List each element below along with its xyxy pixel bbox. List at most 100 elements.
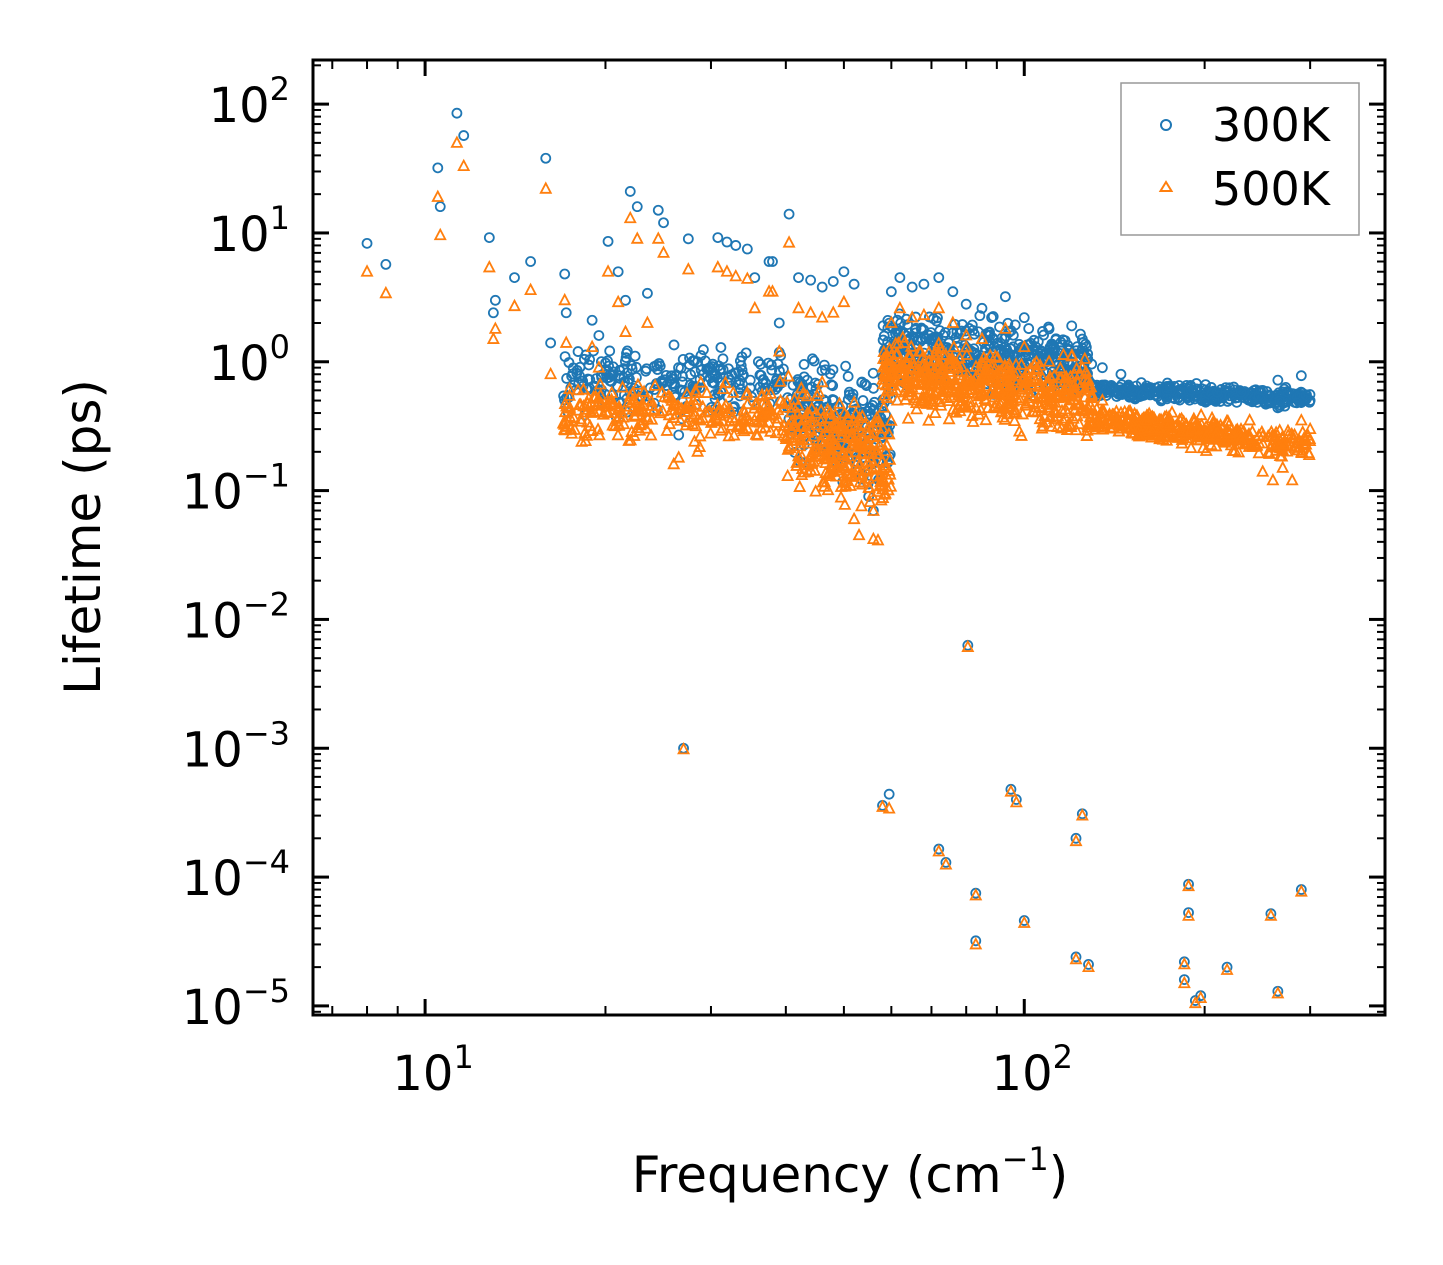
point-300k <box>614 370 626 382</box>
point-500k <box>805 456 819 469</box>
point-500k <box>779 431 793 444</box>
point-500k <box>1184 421 1198 435</box>
point-300k <box>604 345 616 357</box>
point-500k <box>871 533 885 546</box>
point-300k <box>895 317 907 329</box>
point-500k <box>694 375 708 388</box>
point-500k <box>1221 414 1235 427</box>
point-500k <box>765 284 779 297</box>
point-500k <box>972 407 986 420</box>
point-500k <box>686 416 700 430</box>
point-500k <box>486 331 500 344</box>
point-500k <box>1046 379 1060 393</box>
point-300k <box>1228 381 1240 393</box>
point-500k <box>1255 424 1269 438</box>
point-500k <box>1072 398 1086 411</box>
point-300k <box>755 358 767 370</box>
point-300k <box>721 236 733 248</box>
point-300k <box>560 307 572 319</box>
point-500k <box>1218 433 1232 447</box>
point-500k <box>1220 962 1234 975</box>
point-300k <box>1038 329 1049 341</box>
point-500k <box>1007 413 1021 427</box>
point-500k <box>741 396 755 410</box>
point-500k <box>524 282 538 296</box>
point-300k <box>487 307 499 319</box>
point-300k <box>706 369 718 381</box>
point-500k <box>946 402 960 415</box>
point-500k <box>840 437 854 450</box>
point-500k <box>1242 427 1256 440</box>
point-500k <box>433 227 447 241</box>
point-500k <box>658 389 672 403</box>
point-500k <box>823 468 837 482</box>
point-500k <box>852 527 866 541</box>
point-300k <box>483 232 495 244</box>
point-500k <box>1018 398 1032 411</box>
point-300k <box>908 332 920 344</box>
point-500k <box>890 393 904 406</box>
point-300k <box>1183 907 1194 919</box>
point-500k <box>855 431 869 445</box>
point-500k <box>751 428 765 441</box>
point-500k <box>684 400 698 413</box>
point-500k <box>1194 407 1208 421</box>
point-500k <box>1033 411 1047 425</box>
point-500k <box>567 410 581 423</box>
point-300k <box>451 107 463 119</box>
point-300k <box>621 347 632 359</box>
point-500k <box>1264 908 1278 921</box>
point-500k <box>801 464 815 478</box>
point-500k <box>1002 393 1016 407</box>
point-500k <box>379 285 393 299</box>
point-500k <box>1232 445 1246 458</box>
point-500k <box>866 503 880 516</box>
point-500k <box>883 452 897 465</box>
point-500k <box>755 389 769 402</box>
point-500k <box>956 389 970 402</box>
point-300k <box>976 302 988 314</box>
point-500k <box>959 339 973 353</box>
point-300k <box>1164 380 1176 392</box>
point-500k <box>804 305 818 318</box>
point-300k <box>916 322 927 334</box>
point-500k <box>693 429 707 442</box>
legend: 300K 500K <box>1120 82 1360 236</box>
point-500k <box>958 398 972 411</box>
point-500k <box>939 857 953 870</box>
point-500k <box>821 482 835 496</box>
point-500k <box>583 404 597 418</box>
point-300k <box>432 162 444 174</box>
point-500k <box>807 444 821 458</box>
point-500k <box>784 421 798 434</box>
point-300k <box>919 332 931 343</box>
point-500k <box>691 444 705 457</box>
point-300k <box>1111 391 1123 402</box>
point-500k <box>829 449 843 463</box>
point-500k <box>1051 408 1065 422</box>
point-500k <box>917 357 931 371</box>
point-500k <box>644 394 658 407</box>
point-500k <box>1182 908 1196 921</box>
point-500k <box>849 406 863 420</box>
point-500k <box>1294 413 1308 426</box>
point-500k <box>809 406 823 419</box>
point-500k <box>960 347 974 360</box>
point-300k <box>1047 346 1059 358</box>
point-500k <box>797 413 811 426</box>
point-500k <box>915 368 929 381</box>
x-axis-title-main: Frequency (cm <box>632 1146 1002 1204</box>
point-500k <box>579 433 593 446</box>
point-500k <box>802 406 816 420</box>
point-500k <box>563 400 577 413</box>
legend-marker-300k <box>1160 119 1172 131</box>
point-500k <box>950 376 964 389</box>
point-300k <box>677 385 688 396</box>
y-tick-label: 10−5 <box>182 972 290 1036</box>
point-300k <box>1178 974 1190 986</box>
point-500k <box>779 429 793 442</box>
point-500k <box>936 347 950 360</box>
point-500k <box>1256 436 1270 449</box>
point-500k <box>593 377 607 390</box>
points-layer <box>360 107 1317 1009</box>
